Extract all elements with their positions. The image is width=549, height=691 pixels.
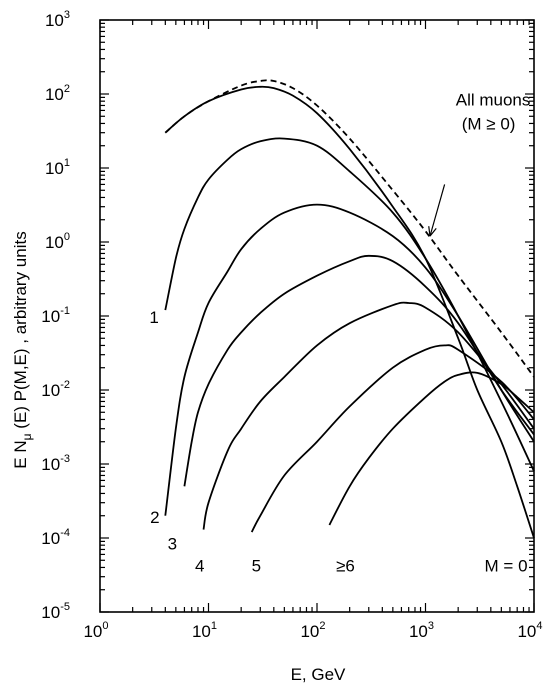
y-tick-label: 10-5 [41, 601, 70, 622]
series-lines [164, 79, 535, 539]
annotation-arrow-head [428, 226, 437, 237]
curve-label: 3 [168, 534, 177, 553]
axis-ticks [99, 19, 535, 613]
all-muons-annotation: All muons (M ≥ 0) [428, 90, 531, 237]
curve-label: M = 0 [485, 557, 528, 576]
x-tick-label: 103 [409, 620, 434, 641]
curve-label: ≥6 [336, 557, 355, 576]
curve-label: 4 [195, 557, 204, 576]
x-tick-label: 101 [192, 620, 217, 641]
curve-labels: 1 234 5 ≥6 M = 0 [149, 308, 527, 576]
y-tick-label: 102 [45, 83, 70, 104]
y-tick-label: 103 [45, 9, 70, 30]
y-axis-title-main: E N [11, 440, 30, 468]
series-line-6 [328, 371, 535, 526]
annotation-line: (M ≥ 0) [462, 114, 516, 133]
y-axis-title-subscript: μ [20, 433, 34, 440]
y-tick-label: 10-3 [41, 453, 70, 474]
series-line-4 [202, 301, 535, 530]
y-tick-label: 10-4 [41, 527, 70, 548]
series-line-all-muons-m-0 [164, 79, 535, 378]
curve-label: 1 [149, 308, 158, 327]
series-line-1 [164, 137, 535, 472]
axis-tick-labels: 100 101 102 103 104 10-5 10-4 10-3 10-2 10-1 100 10… [41, 9, 542, 641]
series-line-3 [183, 254, 535, 487]
x-tick-label: 100 [83, 620, 108, 641]
curve-label: 2 [150, 508, 159, 527]
y-axis-title: E Nμ (E) P(M,E) , arbitrary units [11, 231, 34, 468]
curve-label: 5 [252, 557, 261, 576]
series-line-m-0 [164, 85, 535, 539]
y-tick-label: 101 [45, 157, 70, 178]
series-line-5 [250, 344, 535, 533]
y-tick-label: 10-1 [41, 305, 70, 326]
annotation-arrow-shaft [429, 184, 446, 237]
x-axis-title: E, GeV [291, 665, 346, 684]
y-tick-label: 10-2 [41, 379, 70, 400]
y-axis-title-rest: (E) P(M,E) , arbitrary units [11, 231, 30, 433]
x-tick-label: 104 [517, 620, 542, 641]
x-tick-label: 102 [300, 620, 325, 641]
y-tick-label: 100 [45, 231, 70, 252]
annotation-line: All muons [456, 90, 531, 109]
series-line-2 [164, 203, 535, 516]
